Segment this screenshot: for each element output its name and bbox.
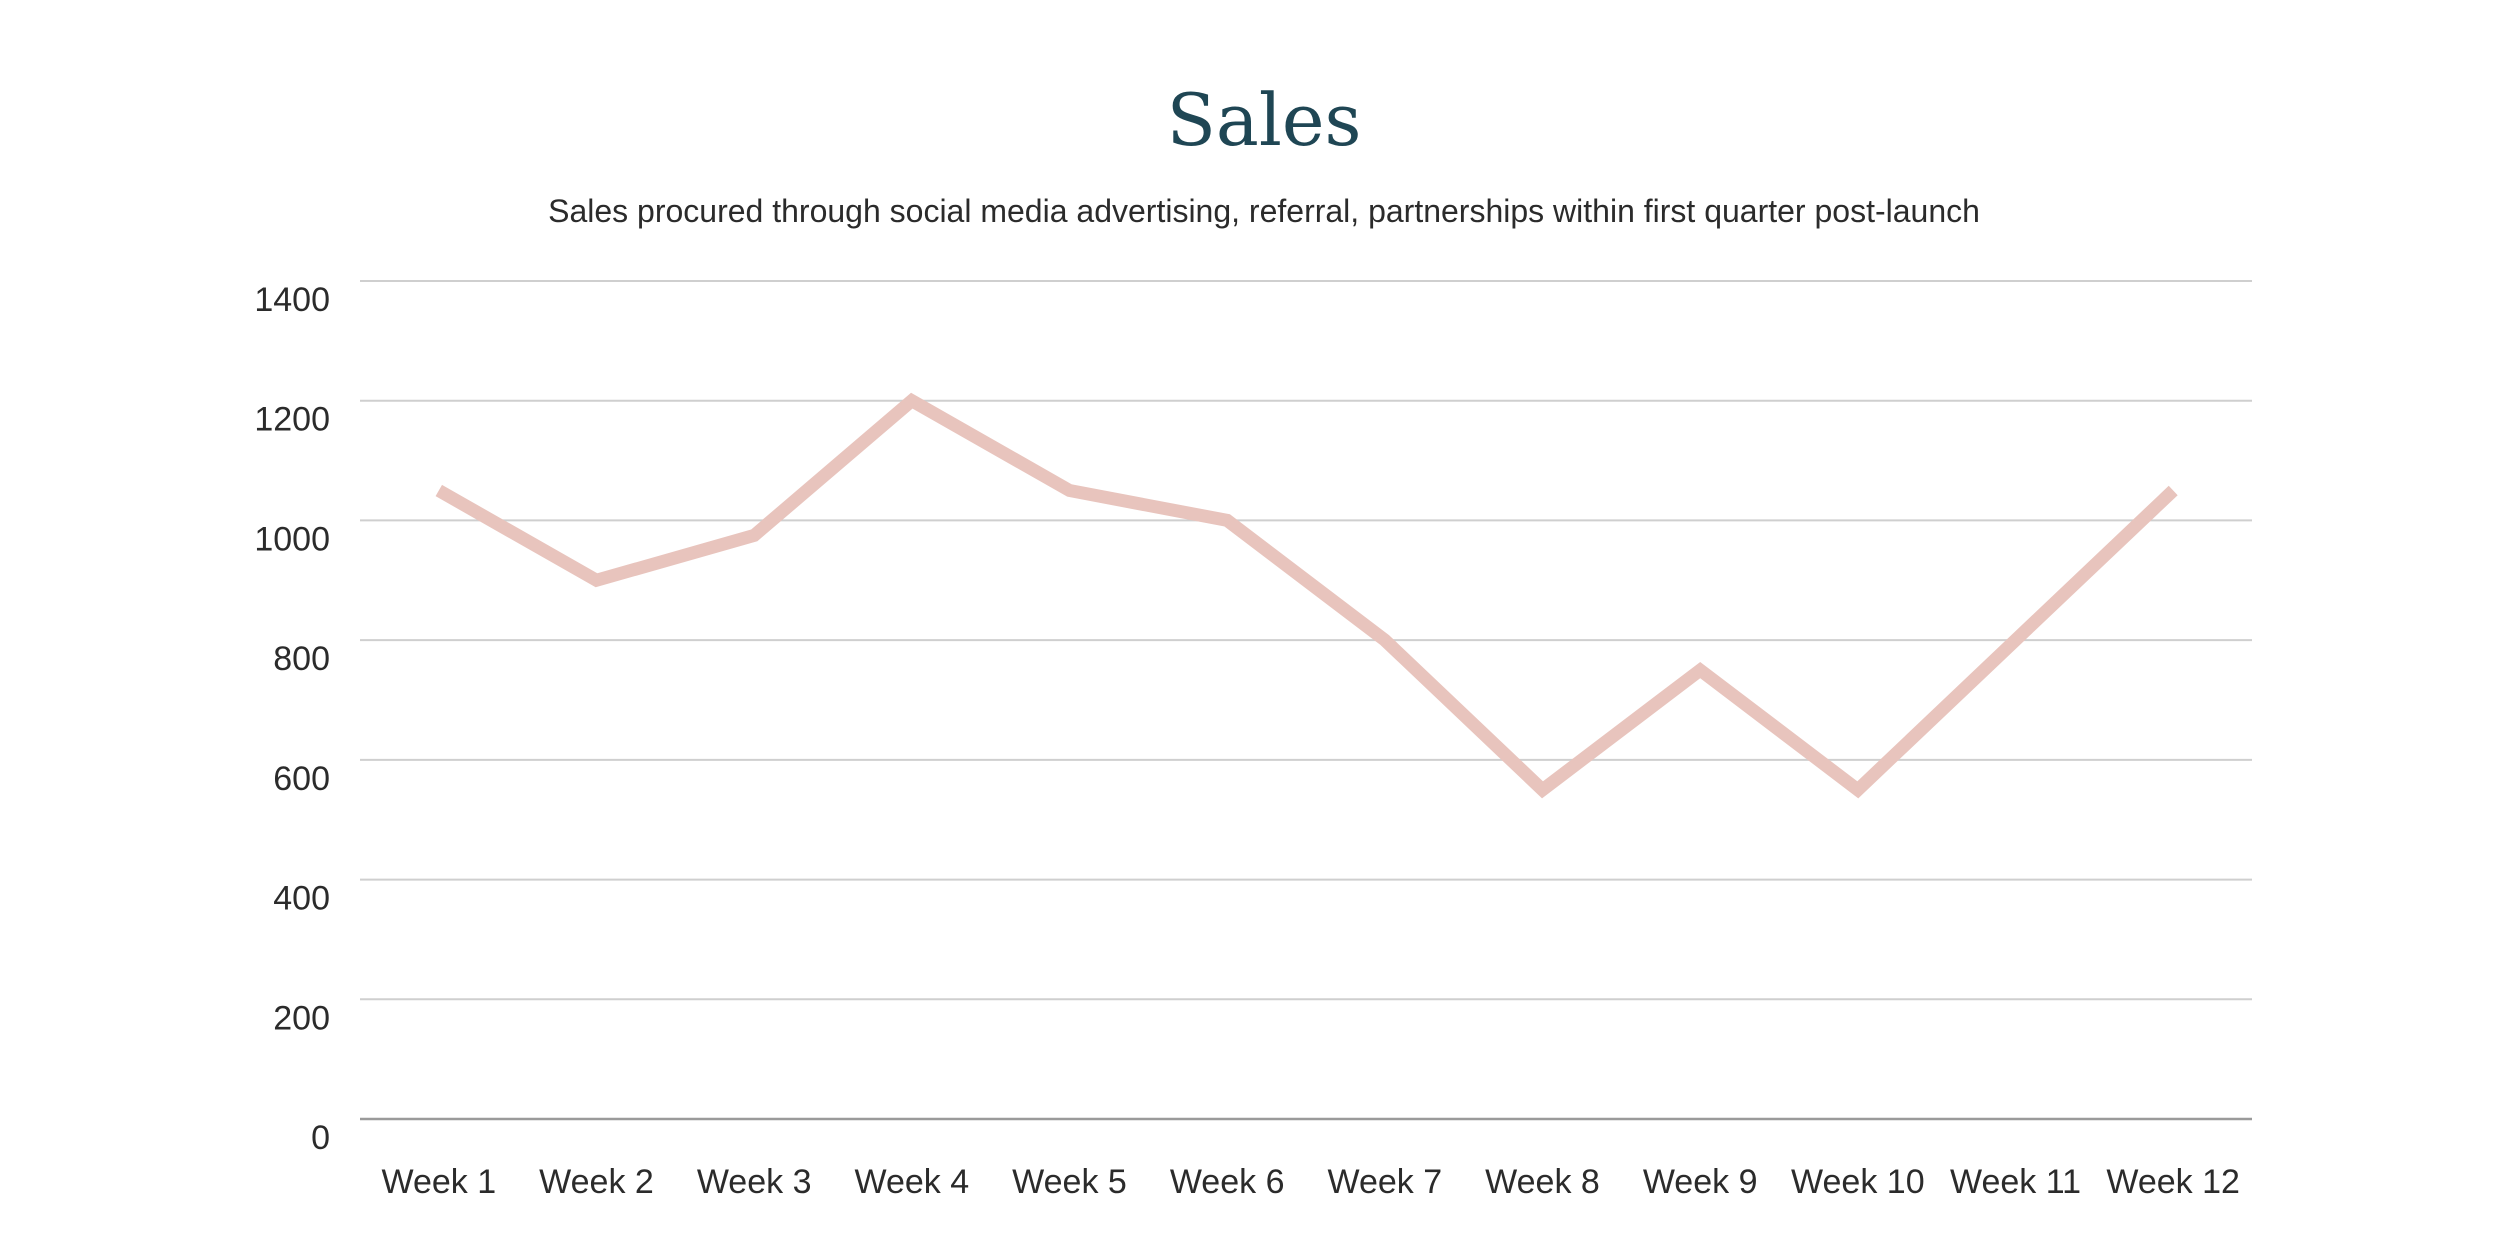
x-tick-label: Week 5 (1012, 1163, 1127, 1201)
y-tick-label: 800 (273, 640, 330, 678)
y-tick-label: 200 (273, 999, 330, 1037)
chart-subtitle: Sales procured through social media adve… (548, 193, 1980, 229)
y-tick-label: 0 (311, 1119, 330, 1157)
series-layer (435, 392, 2178, 799)
x-tick-label: Week 8 (1485, 1163, 1600, 1201)
chart-title: Sales (1167, 78, 1362, 162)
grid-lines (360, 280, 2252, 1121)
x-tick-label: Week 4 (855, 1163, 970, 1201)
x-tick-label: Week 6 (1170, 1163, 1285, 1201)
y-tick-label: 600 (273, 760, 330, 798)
x-tick-label: Week 11 (1950, 1163, 2081, 1201)
x-tick-label: Week 2 (539, 1163, 654, 1201)
series-line-sales (435, 392, 2178, 799)
x-tick-label: Week 1 (382, 1163, 497, 1201)
y-axis-tick-labels: 0 200 400 600 800 1000 1200 1400 (254, 281, 330, 1157)
x-tick-label: Week 9 (1643, 1163, 1758, 1201)
x-tick-label: Week 12 (2106, 1163, 2240, 1201)
y-tick-label: 1400 (254, 281, 330, 319)
x-tick-label: Week 3 (697, 1163, 812, 1201)
x-axis-tick-labels: Week 1 Week 2 Week 3 Week 4 Week 5 Week 6 Week… (382, 1163, 2240, 1201)
x-tick-label: Week 7 (1328, 1163, 1443, 1201)
x-tick-label: Week 10 (1791, 1163, 1925, 1201)
y-tick-label: 400 (273, 880, 330, 918)
y-tick-label: 1200 (254, 401, 330, 439)
y-tick-label: 1000 (254, 520, 330, 558)
